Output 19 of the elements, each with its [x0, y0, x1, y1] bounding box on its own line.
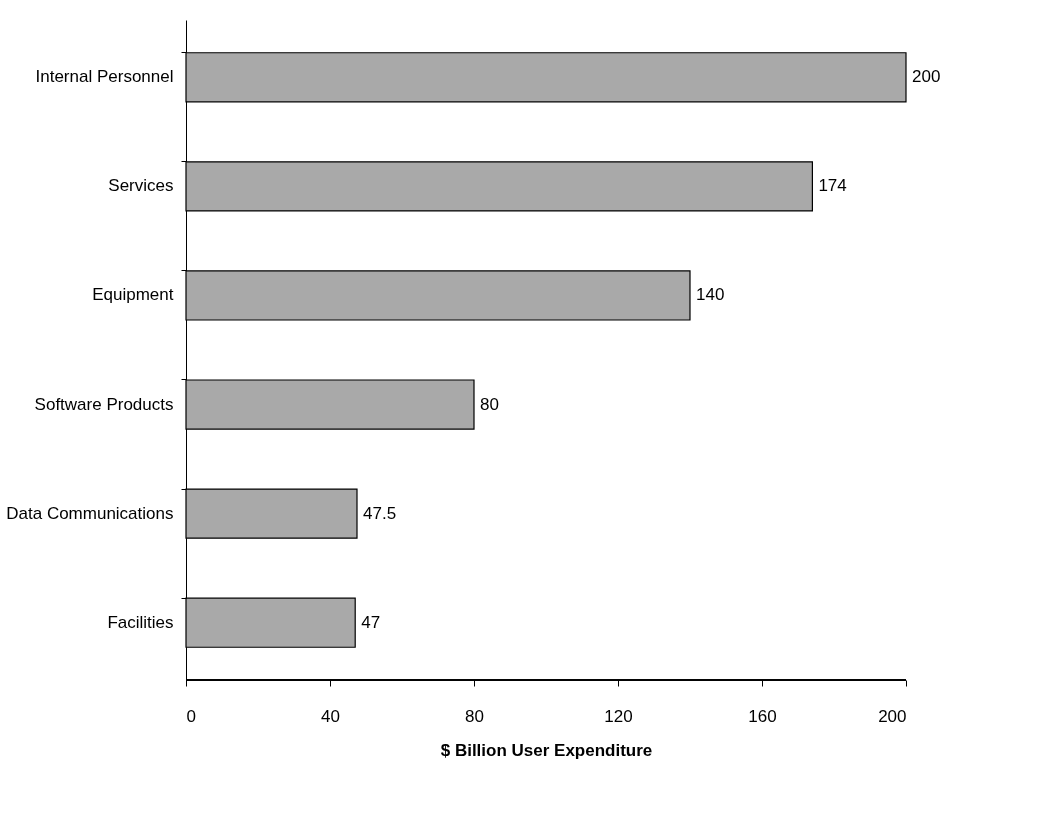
data-label: 47: [361, 612, 381, 632]
data-label: 47.5: [363, 503, 397, 523]
x-tick-label: 40: [321, 706, 340, 726]
x-tick-label: 200: [878, 706, 907, 726]
data-label: 80: [480, 394, 499, 414]
x-tick-label: 80: [465, 706, 484, 726]
y-tick-label: Equipment: [92, 285, 174, 305]
y-tick-label: Services: [108, 176, 174, 196]
data-label: 174: [818, 176, 847, 196]
y-tick-label: Data Communications: [6, 503, 174, 523]
y-tick-label: Internal Personnel: [35, 67, 174, 87]
x-axis-title: $ Billion User Expenditure: [440, 740, 653, 760]
x-tick-label: 0: [186, 706, 196, 726]
data-label: 200: [912, 67, 941, 87]
y-tick-label: Software Products: [34, 394, 174, 414]
y-tick-label: Facilities: [107, 612, 174, 632]
x-tick-label: 160: [748, 706, 777, 726]
data-label: 140: [696, 285, 725, 305]
x-tick-label: 120: [604, 706, 633, 726]
